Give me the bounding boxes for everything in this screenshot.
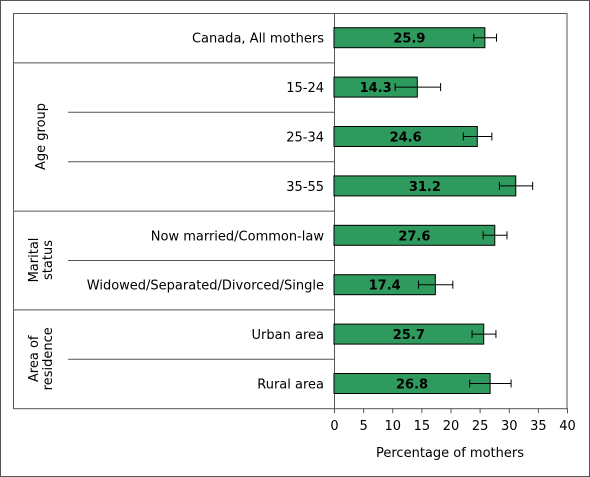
x-axis: 0 5 10 15 20 25 30 35 40 bbox=[330, 408, 576, 434]
group-label: Age group bbox=[34, 103, 49, 170]
x-tick-label: 0 bbox=[330, 419, 338, 434]
x-tick-label: 40 bbox=[559, 419, 576, 434]
category-label: Rural area bbox=[257, 378, 324, 393]
group-label: Area ofresidence bbox=[27, 327, 56, 390]
error-bar bbox=[471, 330, 497, 339]
group-labels: Age group Maritalstatus Area ofresidence bbox=[27, 103, 56, 390]
error-bar bbox=[469, 379, 512, 388]
category-label: Canada, All mothers bbox=[192, 32, 324, 47]
x-axis-title: Percentage of mothers bbox=[376, 446, 524, 461]
error-bar bbox=[462, 132, 493, 141]
x-tick-label: 5 bbox=[359, 419, 367, 434]
value-label: 24.6 bbox=[390, 131, 422, 146]
x-tick-label: 35 bbox=[530, 419, 547, 434]
value-label: 25.9 bbox=[393, 32, 425, 47]
error-bar bbox=[473, 33, 498, 42]
x-tick-label: 25 bbox=[472, 419, 489, 434]
group-label: Maritalstatus bbox=[27, 238, 56, 283]
value-label: 14.3 bbox=[360, 81, 392, 96]
error-bar bbox=[482, 231, 508, 240]
x-tick-label: 20 bbox=[443, 419, 460, 434]
category-rows: Canada, All mothers 15-24 25-34 35-55 Now ma… bbox=[13, 13, 568, 410]
category-label: 25-34 bbox=[286, 131, 324, 146]
error-bar bbox=[417, 280, 454, 289]
bars: 25.9 14.3 24.6 31.2 27.6 17.4 25.7 26.8 bbox=[333, 27, 534, 394]
category-label: Urban area bbox=[252, 328, 324, 343]
error-bar bbox=[498, 181, 534, 190]
x-tick-label: 10 bbox=[384, 419, 401, 434]
category-label: Widowed/Separated/Divorced/Single bbox=[87, 279, 324, 294]
value-label: 31.2 bbox=[409, 180, 441, 195]
category-label: 35-55 bbox=[286, 180, 324, 195]
category-label: 15-24 bbox=[286, 81, 324, 96]
x-tick-label: 15 bbox=[414, 419, 431, 434]
value-label: 25.7 bbox=[393, 328, 425, 343]
value-label: 17.4 bbox=[369, 279, 401, 294]
value-label: 27.6 bbox=[398, 229, 430, 244]
x-tick-label: 30 bbox=[501, 419, 518, 434]
category-label: Now married/Common-law bbox=[151, 229, 325, 244]
error-bar bbox=[394, 83, 442, 92]
value-label: 26.8 bbox=[396, 378, 428, 393]
